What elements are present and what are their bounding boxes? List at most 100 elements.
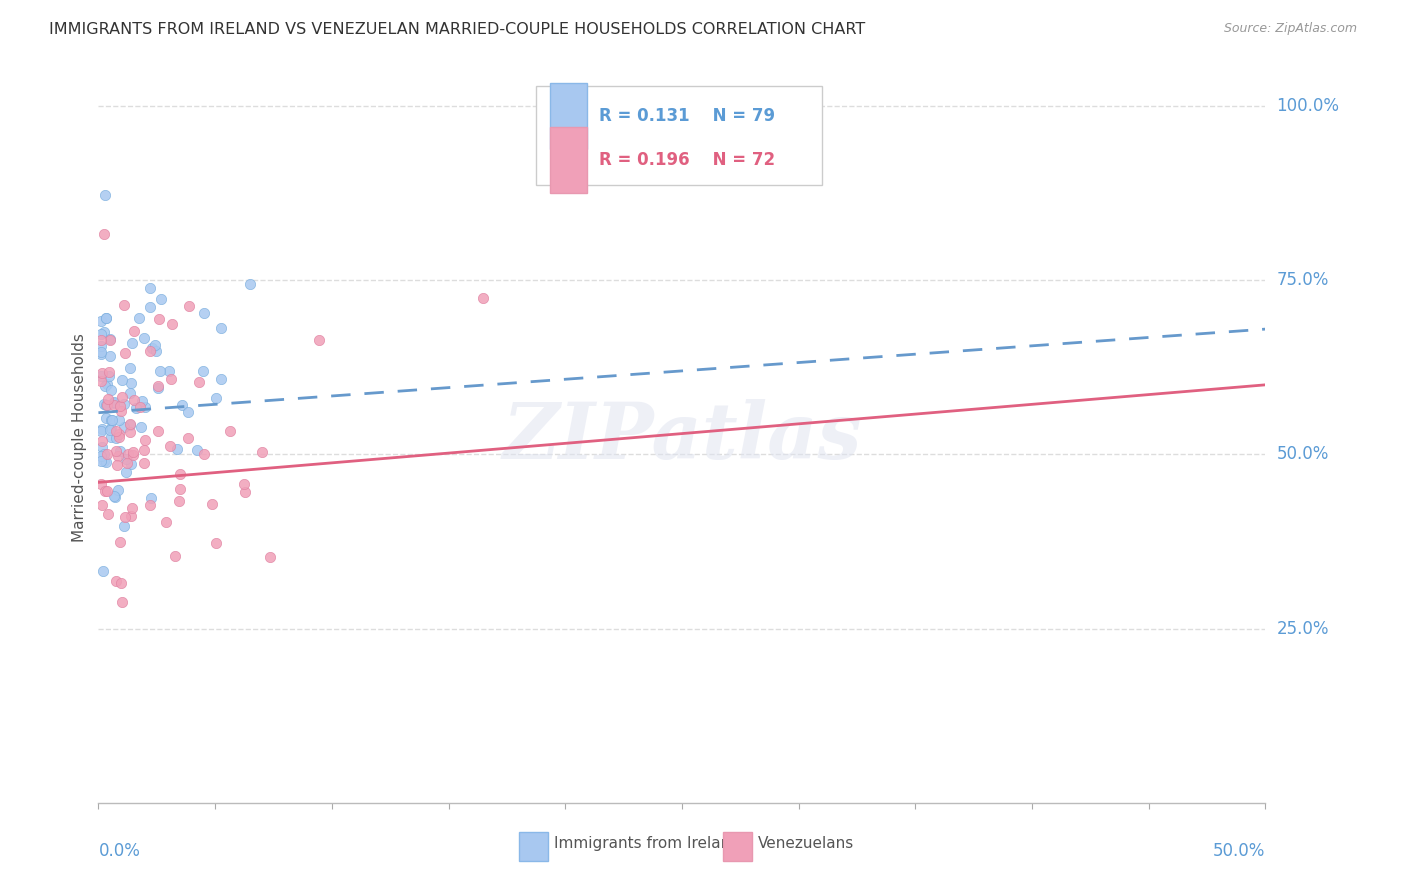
Point <box>472 291 495 305</box>
Text: ZIPatlas: ZIPatlas <box>502 399 862 475</box>
Point <box>90 314 112 328</box>
Point <box>131 394 153 409</box>
Point <box>112 519 135 533</box>
Point <box>169 467 191 482</box>
Point <box>209 371 232 385</box>
Y-axis label: Married-couple Households: Married-couple Households <box>72 333 87 541</box>
Point <box>233 484 256 499</box>
Point <box>132 456 155 470</box>
Point <box>108 443 131 458</box>
Point <box>94 188 117 202</box>
Point <box>90 327 112 342</box>
Point <box>104 443 127 458</box>
Point <box>111 595 134 609</box>
Point <box>91 564 114 578</box>
Point <box>141 341 163 355</box>
Point <box>120 457 142 471</box>
Point <box>90 477 112 491</box>
Point <box>121 500 143 515</box>
Bar <box>519 832 548 862</box>
Point <box>94 398 117 412</box>
Point <box>114 397 136 411</box>
Point <box>101 412 124 426</box>
Text: R = 0.196    N = 72: R = 0.196 N = 72 <box>599 151 775 169</box>
Point <box>94 378 117 392</box>
Point <box>103 396 125 410</box>
Point <box>139 281 162 295</box>
Point <box>90 339 112 353</box>
Point <box>259 549 281 564</box>
Point <box>104 424 127 438</box>
Point <box>149 292 172 306</box>
Point <box>108 427 131 442</box>
Point <box>166 442 188 457</box>
Point <box>93 447 115 461</box>
Point <box>110 575 132 590</box>
Text: R = 0.131    N = 79: R = 0.131 N = 79 <box>599 107 775 125</box>
Point <box>143 338 166 352</box>
Point <box>139 344 162 359</box>
Text: 50.0%: 50.0% <box>1213 842 1265 860</box>
Point <box>128 400 150 414</box>
Point <box>90 440 112 454</box>
Point <box>90 344 112 359</box>
Point <box>90 333 112 347</box>
Point <box>103 395 125 409</box>
Point <box>100 421 122 435</box>
Point <box>139 491 162 506</box>
Text: IMMIGRANTS FROM IRELAND VS VENEZUELAN MARRIED-COUPLE HOUSEHOLDS CORRELATION CHAR: IMMIGRANTS FROM IRELAND VS VENEZUELAN MA… <box>49 22 866 37</box>
Point <box>90 424 112 438</box>
Text: Immigrants from Ireland: Immigrants from Ireland <box>554 836 740 851</box>
Point <box>239 277 262 292</box>
Point <box>104 490 127 504</box>
Point <box>93 454 115 468</box>
Point <box>98 334 121 348</box>
Point <box>148 312 170 326</box>
Point <box>134 400 156 414</box>
Point <box>107 413 129 427</box>
Point <box>139 498 162 512</box>
Point <box>122 324 145 338</box>
Point <box>120 508 142 523</box>
Point <box>115 456 138 470</box>
Point <box>90 449 112 463</box>
Point <box>157 364 180 378</box>
Point <box>100 412 122 426</box>
Point <box>134 331 156 345</box>
Point <box>121 449 143 463</box>
Text: 0.0%: 0.0% <box>98 842 141 860</box>
Point <box>104 431 127 445</box>
Point <box>125 401 148 415</box>
Point <box>96 311 118 326</box>
Point <box>100 430 122 444</box>
Point <box>100 384 122 398</box>
Point <box>112 420 135 434</box>
Point <box>94 310 117 325</box>
Point <box>145 344 167 359</box>
Point <box>121 444 143 458</box>
Point <box>120 425 142 439</box>
Point <box>232 477 254 491</box>
Point <box>120 376 142 390</box>
Point <box>148 424 170 438</box>
Text: Venezuelans: Venezuelans <box>758 836 853 851</box>
Point <box>112 298 135 312</box>
Point <box>155 515 177 529</box>
Point <box>118 361 141 376</box>
Point <box>96 376 118 391</box>
Point <box>146 381 169 395</box>
Point <box>159 371 181 385</box>
Point <box>93 397 115 411</box>
Point <box>205 536 228 550</box>
Text: 100.0%: 100.0% <box>1277 97 1340 115</box>
Point <box>146 379 169 393</box>
FancyBboxPatch shape <box>536 86 823 185</box>
Point <box>107 483 129 498</box>
Point <box>159 439 181 453</box>
Point <box>110 390 132 404</box>
Point <box>120 417 142 432</box>
Point <box>205 391 228 405</box>
Text: 50.0%: 50.0% <box>1277 445 1329 464</box>
Point <box>103 489 125 503</box>
Point <box>177 299 200 313</box>
